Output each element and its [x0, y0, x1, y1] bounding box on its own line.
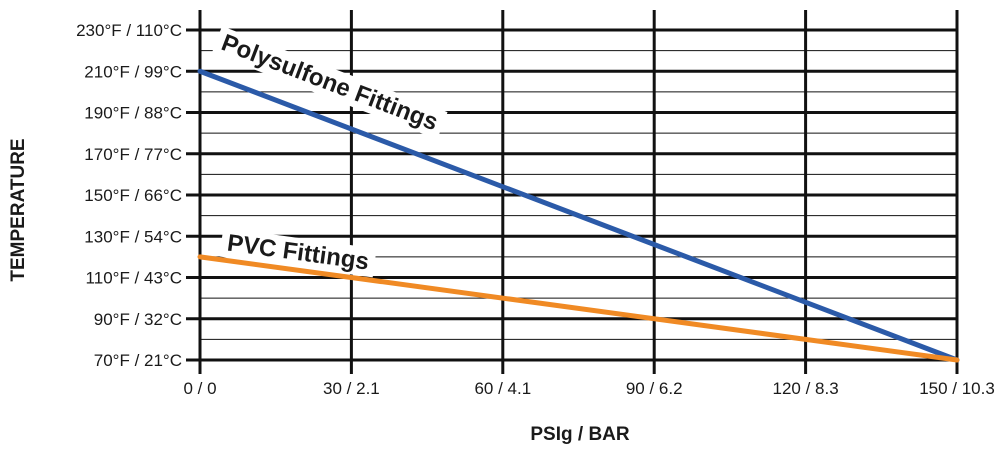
series-lines [197, 68, 960, 363]
series-line-1 [197, 254, 960, 363]
x-tick-label: 60 / 4.1 [474, 379, 531, 398]
series-label-background [219, 227, 377, 278]
y-tick-label: 170°F / 77°C [84, 145, 182, 164]
y-tick-labels: 70°F / 21°C 90°F / 32°C 110°F / 43°C 130°F … [76, 21, 182, 370]
x-tick-label: 0 / 0 [183, 379, 216, 398]
major-gridlines [186, 10, 959, 374]
y-tick-label: 150°F / 66°C [84, 186, 182, 205]
y-tick-label: 130°F / 54°C [84, 227, 182, 246]
x-tick-labels: 0 / 0 30 / 2.1 60 / 4.1 90 / 6.2 120 / 8.3 15… [183, 379, 994, 398]
x-tick-label: 120 / 8.3 [773, 379, 839, 398]
x-tick-label: 30 / 2.1 [323, 379, 380, 398]
y-tick-label: 110°F / 43°C [86, 269, 182, 288]
x-axis-title: PSIg / BAR [530, 424, 630, 445]
y-tick-label: 210°F / 99°C [84, 62, 182, 81]
series-line-0 [197, 68, 960, 363]
y-tick-label: 90°F / 32°C [94, 310, 182, 329]
x-tick-label: 90 / 6.2 [626, 379, 683, 398]
series-label-background [211, 26, 448, 140]
y-axis-title: TEMPERATURE [8, 138, 29, 281]
y-tick-label: 70°F / 21°C [94, 351, 182, 370]
y-tick-label: 230°F / 110°C [76, 21, 182, 40]
y-tick-label: 190°F / 88°C [84, 104, 182, 123]
x-tick-label: 150 / 10.3 [919, 379, 995, 398]
